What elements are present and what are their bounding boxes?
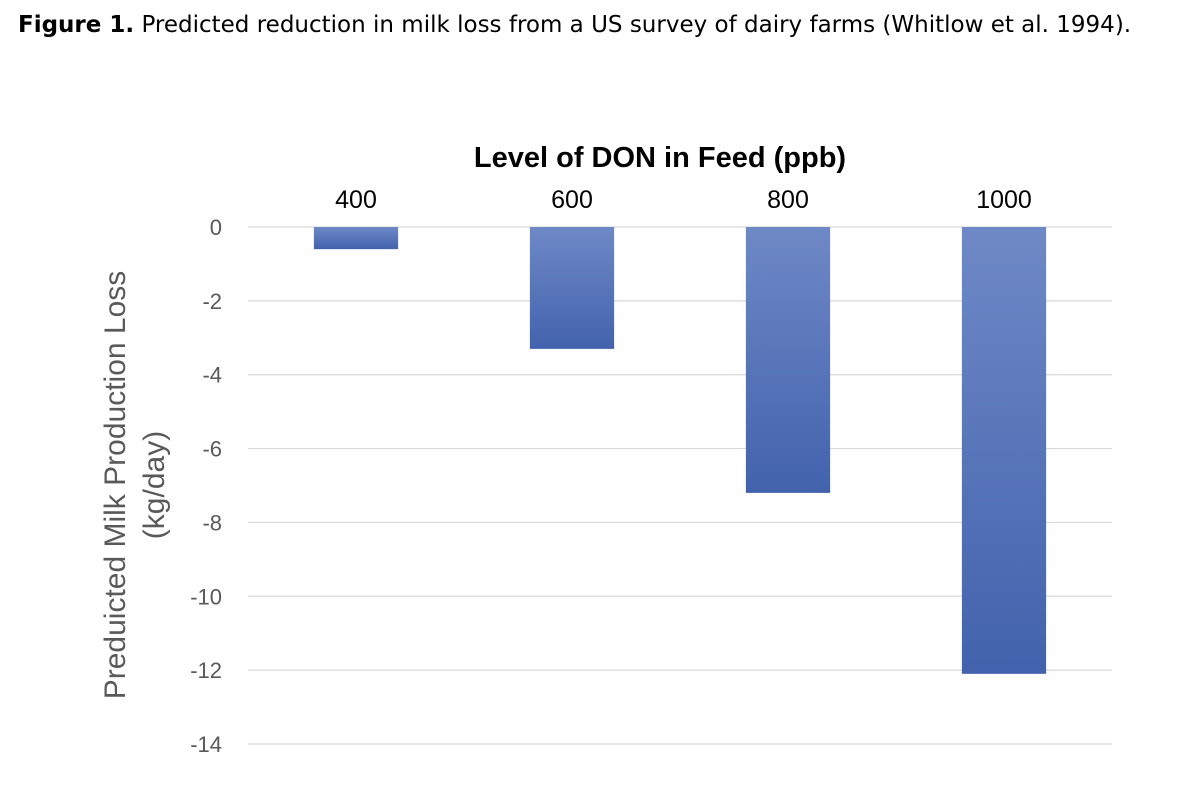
caption-text: Predicted reduction in milk loss from a … — [141, 12, 1132, 38]
y-tick-label: -10 — [190, 584, 222, 609]
chart-title: Level of DON in Feed (ppb) — [474, 142, 846, 174]
y-tick-label: -6 — [202, 437, 222, 462]
y-tick-label: -14 — [190, 732, 222, 757]
y-axis-label-line2: (kg/day) — [138, 431, 171, 539]
figure-caption: Figure 1. Predicted reduction in milk lo… — [18, 12, 1131, 38]
x-category-label: 400 — [335, 186, 377, 214]
bar-600 — [529, 227, 615, 349]
y-tick-label: 0 — [210, 215, 222, 240]
y-tick-label: -12 — [190, 658, 222, 683]
caption-label: Figure 1. — [18, 12, 135, 38]
y-tick-label: -2 — [202, 289, 222, 314]
y-tick-label: -8 — [202, 510, 222, 535]
x-category-label: 800 — [767, 186, 809, 214]
x-category-label: 600 — [551, 186, 593, 214]
bar-800 — [745, 227, 831, 493]
y-axis-label-line1: Preduicted Milk Production Loss — [99, 271, 132, 700]
x-category-label: 1000 — [976, 186, 1032, 214]
bar-400 — [313, 227, 399, 250]
y-axis-ticks: 0 -2 -4 -6 -8 -10 -12 -14 — [190, 215, 222, 757]
x-axis-categories: 400 600 800 1000 — [335, 186, 1032, 214]
y-tick-label: -4 — [202, 363, 222, 388]
bar-1000 — [961, 227, 1047, 674]
bars — [313, 227, 1047, 674]
